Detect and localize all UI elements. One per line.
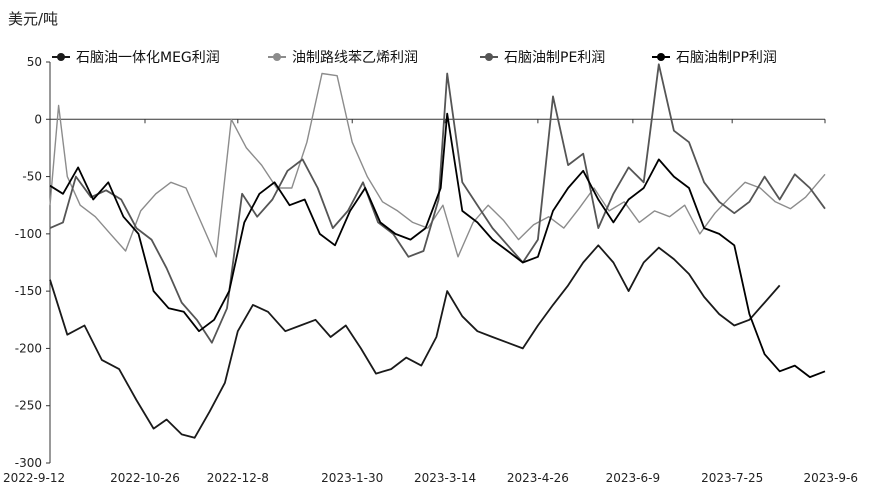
x-tick-label: 2023-3-14 [414,471,476,485]
series-line-4 [49,112,826,379]
legend-marker-2 [273,53,281,61]
legend: 石脑油一体化MEG利润 油制路线苯乙烯利润 石脑油制PE利润 石脑油制PP利润 [52,49,777,66]
legend-marker-3 [485,53,493,61]
y-tick-label: -100 [15,227,42,241]
x-tick-label: 2023-1-30 [321,471,383,485]
legend-marker-1 [57,53,65,61]
legend-label-2: 油制路线苯乙烯利润 [292,49,418,66]
x-tick-label: 2023-4-26 [507,471,569,485]
y-tick-label: -250 [15,399,42,413]
series-line-1 [49,244,781,439]
y-unit-label: 美元/吨 [8,10,59,28]
series-line-3 [49,63,826,344]
x-tick-label: 2022-10-26 [110,471,180,485]
legend-label-4: 石脑油制PP利润 [676,50,777,66]
series-line-2 [49,72,826,258]
x-tick-label: 2022-9-12 [3,471,65,485]
y-tick-label: -150 [15,284,42,298]
y-tick-label: -50 [22,170,42,184]
y-tick-label: 0 [34,112,42,126]
x-tick-label: 2022-12-8 [207,471,269,485]
series-layer [49,63,826,439]
legend-label-1: 石脑油一体化MEG利润 [76,50,220,66]
x-tick-label: 2023-7-25 [701,471,763,485]
y-tick-label: 50 [27,55,42,69]
legend-marker-4 [657,53,665,61]
x-tick-label: 2023-9-6 [804,471,858,485]
y-tick-label: -300 [15,456,42,470]
y-tick-label: -200 [15,341,42,355]
legend-label-3: 石脑油制PE利润 [504,50,605,66]
x-tick-label: 2023-6-9 [606,471,660,485]
